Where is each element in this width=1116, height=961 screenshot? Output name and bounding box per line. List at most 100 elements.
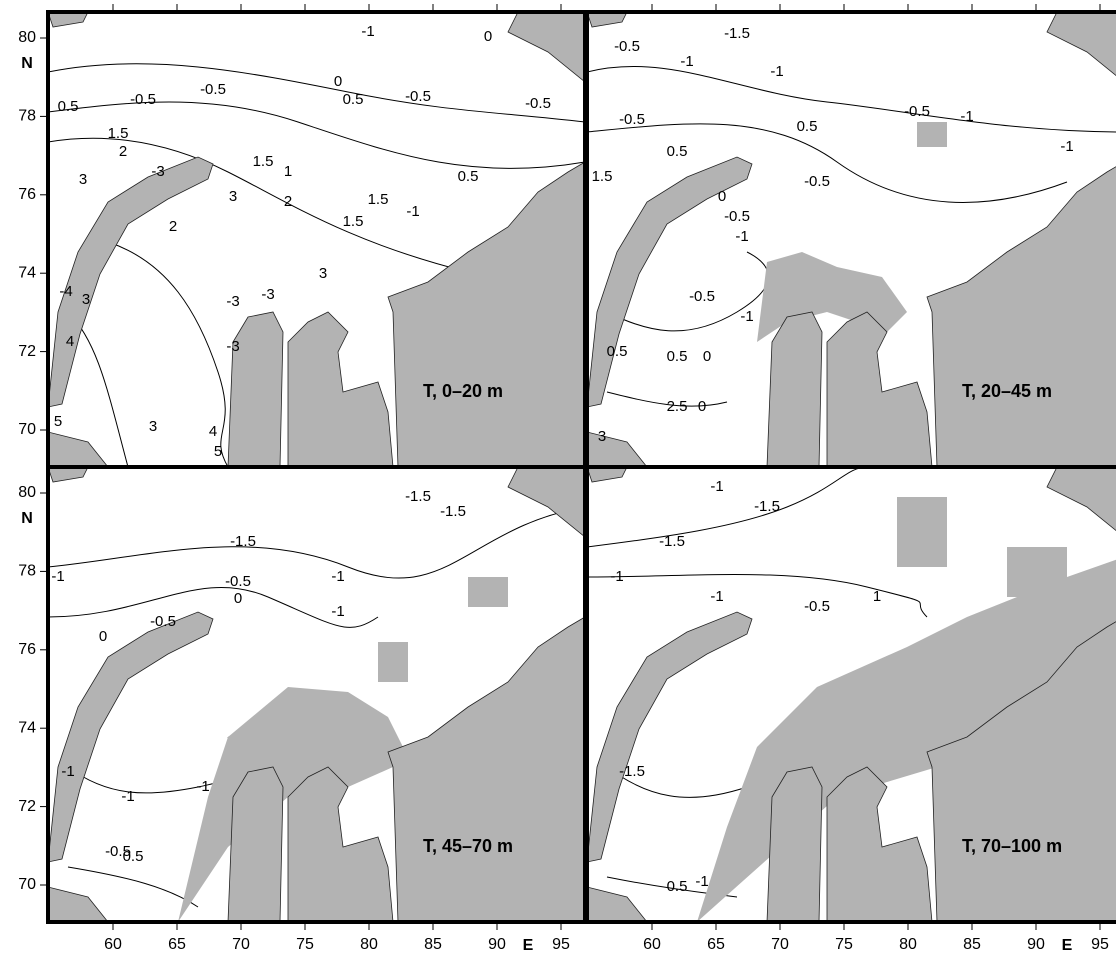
contour-label: 0.5 (667, 348, 688, 365)
contour-label: -1.5 (659, 533, 685, 550)
contour-label: 3 (82, 291, 90, 308)
contour-label: -1.5 (405, 488, 431, 505)
contour-label: -1.5 (724, 25, 750, 42)
x-axis-unit: E (1062, 937, 1073, 954)
x-tick-label: 90 (1027, 936, 1045, 953)
contour-label: 0.5 (458, 168, 479, 185)
contour-label: -3 (226, 338, 239, 355)
contour-label: 2 (119, 143, 127, 160)
contour-label: -1.5 (440, 503, 466, 520)
contour-label: -1 (1060, 138, 1073, 155)
contour-label: -1 (680, 53, 693, 70)
contour-label: 0.5 (667, 143, 688, 160)
contour-label: -3 (261, 286, 274, 303)
map-panel: -1.5 -0.5 -1 -1 -0.5 -1 -0.5 0.5 0.5 -1 1.5 -0.5 0 -0… (585, 10, 1116, 469)
y-tick-label: 78 (18, 563, 36, 580)
contour-label: -1 (51, 568, 64, 585)
contour-label: -1 (361, 23, 374, 40)
x-tick-label: 85 (963, 936, 981, 953)
contour-label: -0.5 (689, 288, 715, 305)
contour-label: -1 (121, 788, 134, 805)
contour-label: 1.5 (368, 191, 389, 208)
map-panel: -1 0-0.5-0.500.5 -0.5 -0.50.51.521.53 -3 1 0.5… (46, 10, 587, 469)
contour-label: -1.5 (754, 498, 780, 515)
x-tick-label: 90 (488, 936, 506, 953)
x-axis-unit: E (523, 937, 534, 954)
contour-label: 4 (209, 423, 217, 440)
contour-label: -0.5 (200, 81, 226, 98)
contour-label: -1 (710, 588, 723, 605)
map-content: -1 0-0.5-0.500.5 -0.5 -0.50.51.521.53 -3 1 0.5… (48, 12, 585, 467)
y-axis-unit: N (21, 55, 33, 72)
panel-label: T, 20–45 m (962, 381, 1052, 401)
panel-label: T, 45–70 m (423, 836, 513, 856)
x-tick-label: 85 (424, 936, 442, 953)
x-tick-label: 60 (643, 936, 661, 953)
contour-label: -1 (710, 478, 723, 495)
panel-border (585, 465, 1116, 924)
x-tick-label: 80 (360, 936, 378, 953)
x-tick-label: 65 (168, 936, 186, 953)
contour-label: -1 (610, 568, 623, 585)
contour-label: -0.5 (105, 843, 131, 860)
map-panel: -1.5 -1 -1.5 -1 -1 -0.5 1 -1.5 0.5 -1 T, 70–100 m (585, 465, 1116, 924)
panel-label: T, 0–20 m (423, 381, 503, 401)
contour-label: 0.5 (607, 343, 628, 360)
y-tick-label: 76 (18, 186, 36, 203)
contour-label: -1 (960, 108, 973, 125)
contour-label: -0.5 (525, 95, 551, 112)
contour-label: 1.5 (253, 153, 274, 170)
contour-label: 3 (79, 171, 87, 188)
contour-label: -0.5 (804, 598, 830, 615)
contour-label: 0 (698, 398, 706, 415)
x-tick-label: 70 (232, 936, 250, 953)
contour-label: 3 (229, 188, 237, 205)
x-tick-label: 75 (835, 936, 853, 953)
panels: -1 0-0.5-0.500.5 -0.5 -0.50.51.521.53 -3 1 0.5… (46, 10, 1116, 924)
map-content: -1.5-1.5-1.5-1 -0.5 -10-0.50-1-1-1-1-0.50.… (48, 467, 585, 922)
panel-label: T, 70–100 m (962, 836, 1062, 856)
contour-label: 0.5 (797, 118, 818, 135)
contour-label: -1 (406, 203, 419, 220)
x-tick-label: 70 (771, 936, 789, 953)
y-tick-label: 78 (18, 108, 36, 125)
contour-label: 1.5 (108, 125, 129, 142)
contour-label: -0.5 (904, 103, 930, 120)
contour-label: -1 (770, 63, 783, 80)
contour-label: -1 (331, 568, 344, 585)
contour-label: 3 (598, 428, 606, 445)
y-tick-label: 74 (18, 719, 36, 736)
contour-label: -1 (695, 873, 708, 890)
contour-label: 3 (149, 418, 157, 435)
contour-label: 0.5 (667, 878, 688, 895)
y-tick-label: 76 (18, 641, 36, 658)
contour-label: -1 (740, 308, 753, 325)
contour-label: 0 (334, 73, 342, 90)
contour-label: 5 (54, 413, 62, 430)
contour-label: -0.5 (225, 573, 251, 590)
contour-label: 0 (484, 28, 492, 45)
contour-label: -1 (735, 228, 748, 245)
y-axis-unit: N (21, 510, 33, 527)
y-tick-label: 72 (18, 343, 36, 360)
contour-label: -0.5 (130, 91, 156, 108)
contour-label: 0 (718, 188, 726, 205)
x-tick-label: 75 (296, 936, 314, 953)
contour-label: 2.5 (667, 398, 688, 415)
contour-label: 0.5 (58, 98, 79, 115)
contour-label: -1 (196, 778, 209, 795)
contour-label: -1.5 (619, 763, 645, 780)
y-tick-label: 70 (18, 421, 36, 438)
map-content: -1.5 -1 -1.5 -1 -1 -0.5 1 -1.5 0.5 -1 (587, 467, 1116, 922)
y-tick-label: 72 (18, 798, 36, 815)
contour-label: 2 (169, 218, 177, 235)
axes: 80 78 76 74 72 70 N 80 78 76 74 72 70 N 60 65 70 75 80 85 90… (18, 4, 1109, 954)
y-tick-label: 80 (18, 29, 36, 46)
contour-label: -0.5 (150, 613, 176, 630)
contour-label: -0.5 (724, 208, 750, 225)
contour-label: 5 (214, 443, 222, 460)
contour-label: 4 (66, 333, 74, 350)
contour-label: -0.5 (614, 38, 640, 55)
map-panel: -1.5-1.5-1.5-1 -0.5 -10-0.50-1-1-1-1-0.50.… (46, 465, 587, 924)
contour-label: -3 (151, 163, 164, 180)
